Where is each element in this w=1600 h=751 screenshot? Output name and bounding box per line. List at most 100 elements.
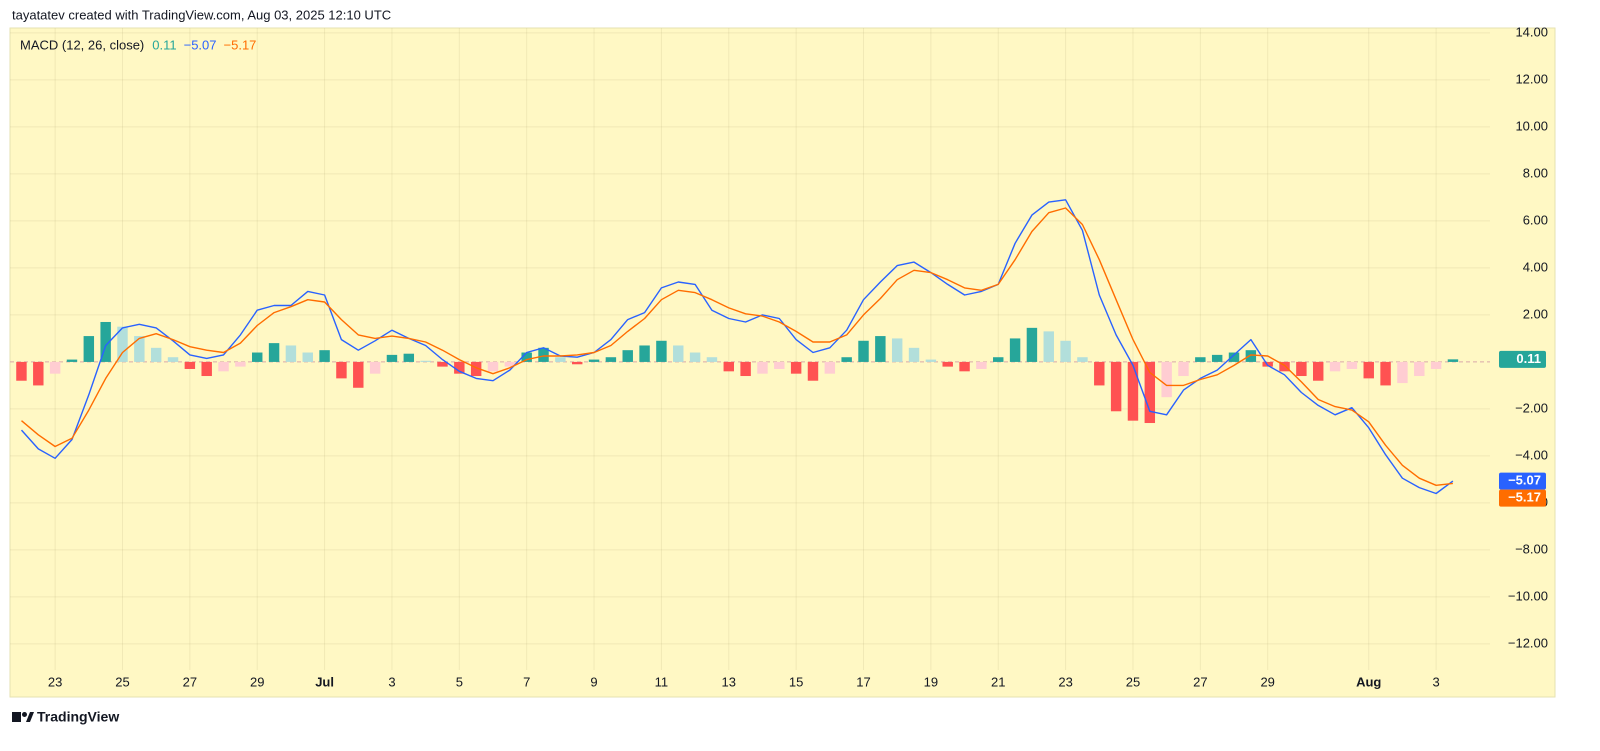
histogram-bar [1245, 350, 1257, 362]
x-tick-label: 11 [655, 674, 669, 689]
histogram-bar [673, 345, 684, 362]
histogram-bar [656, 340, 667, 362]
histogram-bar [454, 361, 465, 374]
histogram-bar [1228, 352, 1240, 362]
histogram-bar [420, 360, 431, 362]
x-tick-label: 21 [991, 674, 1005, 689]
histogram-bar [1144, 361, 1156, 424]
y-tick-label: −12.00 [1508, 635, 1548, 650]
brand-logo [12, 712, 34, 722]
legend: MACD (12, 26, close) 0.11 −5.07 −5.17 [20, 37, 256, 52]
x-tick-label: 25 [115, 674, 129, 689]
y-tick-label: 10.00 [1515, 118, 1548, 133]
histogram-bar [150, 347, 162, 362]
histogram-bar [1363, 361, 1374, 379]
histogram-bar [184, 361, 196, 369]
histogram-bar [369, 361, 381, 374]
last-value-label: −5.07 [1508, 473, 1541, 488]
histogram-bar [841, 357, 852, 362]
last-value-label: 0.11 [1516, 351, 1541, 366]
legend-title: MACD (12, 26, close) [20, 37, 144, 52]
x-tick-label: 15 [789, 674, 803, 689]
histogram-bar [117, 326, 128, 362]
x-tick-label: 13 [722, 674, 736, 689]
y-tick-label: 2.00 [1523, 306, 1548, 321]
x-tick-label: 17 [856, 674, 870, 689]
histogram-bar [336, 361, 347, 379]
histogram-bar [824, 361, 836, 374]
histogram-bar [891, 338, 903, 362]
histogram-bar [706, 357, 718, 362]
histogram-bar [1312, 361, 1324, 381]
legend-value: −5.07 [184, 37, 217, 52]
histogram-bar [1094, 361, 1105, 386]
histogram-bar [1430, 361, 1442, 369]
histogram-bar [1195, 357, 1206, 362]
x-tick-label: Aug [1356, 674, 1381, 689]
line [21, 207, 1453, 486]
x-tick-label: 29 [1260, 674, 1274, 689]
histogram-bar [723, 361, 735, 372]
histogram-bar [49, 361, 61, 374]
legend-value: 0.11 [152, 37, 176, 52]
histogram-bar [740, 361, 751, 377]
x-tick-label: 5 [456, 674, 463, 689]
histogram-bar [1178, 361, 1189, 377]
histogram-bar [1397, 361, 1408, 384]
last-value-tag [1499, 350, 1546, 368]
histogram-bar [605, 357, 617, 362]
x-tick-label: 19 [924, 674, 938, 689]
x-tick-label: 29 [250, 674, 264, 689]
histogram-bar [925, 359, 937, 362]
histogram-bar [639, 345, 650, 362]
last-value-label: −5.17 [1508, 490, 1541, 505]
histogram-bar [875, 336, 886, 362]
y-tick-label: −8.00 [1515, 541, 1548, 556]
histogram-bar [353, 361, 364, 388]
histogram-bar [1060, 340, 1071, 362]
lines [20, 199, 1454, 495]
histogram-bar [942, 361, 953, 367]
histogram-bar [285, 345, 297, 362]
y-tick-label: −2.00 [1515, 400, 1548, 415]
histogram-bar [167, 357, 179, 362]
histogram-bar [1380, 361, 1391, 386]
y-tick-label: 14.00 [1515, 24, 1548, 39]
last-value-tag [1499, 489, 1546, 507]
axes: 14.00 12.00 10.00 8.00 6.00 4.00 2.00 −2.00 −4.0… [48, 24, 1548, 689]
histogram-bar [1414, 361, 1425, 377]
x-tick-label: 23 [1058, 674, 1072, 689]
legend-value: −5.17 [224, 37, 257, 52]
histogram-bar [1043, 331, 1054, 362]
histogram-bar [201, 361, 212, 377]
histogram-bar [1279, 361, 1290, 372]
x-tick-label: 3 [388, 674, 395, 689]
histogram-bar [555, 357, 566, 362]
histogram-bar [33, 361, 44, 386]
histogram-bar [1161, 361, 1172, 398]
histogram-bar [521, 352, 532, 362]
histogram-bar [403, 353, 415, 362]
histogram-bar [218, 361, 229, 372]
histogram-bar [908, 347, 920, 362]
histogram-bar [959, 361, 970, 372]
histogram [16, 321, 1459, 424]
histogram-bar [83, 336, 95, 362]
histogram-bar [1211, 354, 1223, 362]
histogram-bar [1346, 361, 1358, 369]
y-tick-label: 8.00 [1523, 165, 1548, 180]
histogram-bar [302, 352, 313, 362]
histogram-bar [571, 361, 583, 365]
histogram-bar [504, 361, 516, 367]
histogram-bar [757, 361, 768, 374]
histogram-bar [622, 350, 633, 362]
x-tick-label: 23 [48, 674, 62, 689]
histogram-bar [1110, 361, 1122, 412]
histogram-bar [807, 361, 819, 381]
histogram-bar [235, 361, 246, 367]
histogram-bar [1296, 361, 1307, 377]
histogram-bar [774, 361, 785, 369]
histogram-bar [386, 354, 398, 362]
histogram-bar [1009, 338, 1021, 362]
